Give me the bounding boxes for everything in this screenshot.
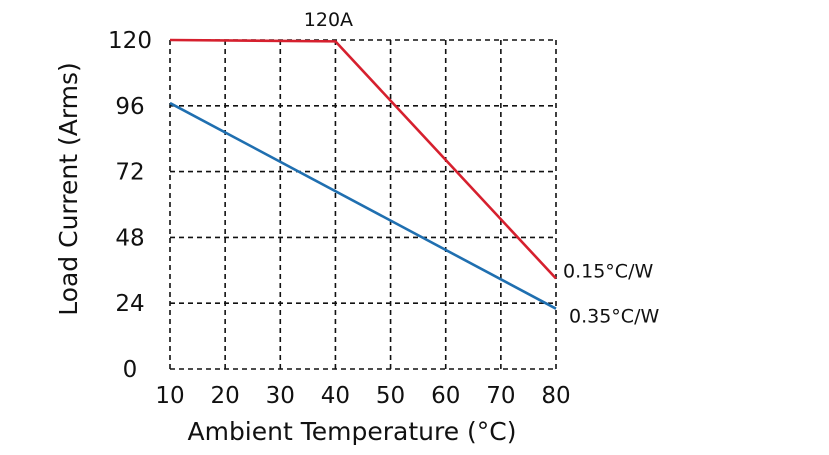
y-tick-label: 96 [115,94,144,120]
series-line-0 [169,38,557,280]
x-tick-label: 50 [376,383,405,409]
x-tick-label: 20 [211,383,240,409]
y-tick-labels: 0 24 48 72 96 120 [108,28,152,383]
x-axis-title: Ambient Temperature (°C) [187,417,516,446]
series-line-1 [169,101,557,310]
grid [169,39,557,370]
x-tick-label: 10 [155,383,184,409]
x-tick-label: 60 [431,383,460,409]
series-lines [169,38,557,310]
series-labels: 0.15°C/W 0.35°C/W [563,261,659,328]
y-tick-label: 72 [115,160,144,186]
x-tick-label: 40 [321,383,350,409]
y-axis-title: Load Current (Arms) [54,62,83,316]
y-tick-label: 120 [108,28,152,54]
y-tick-label: 0 [123,357,138,383]
series-label-0: 0.15°C/W [563,261,653,283]
y-tick-label: 48 [115,225,144,251]
series-label-1: 0.35°C/W [569,306,659,328]
annotation-120a: 120A [304,9,353,31]
x-tick-label: 30 [266,383,295,409]
y-tick-label: 24 [115,291,144,317]
x-tick-label: 80 [541,383,570,409]
x-tick-label: 70 [486,383,515,409]
x-tick-labels: 10 20 30 40 50 60 70 80 [155,383,570,409]
